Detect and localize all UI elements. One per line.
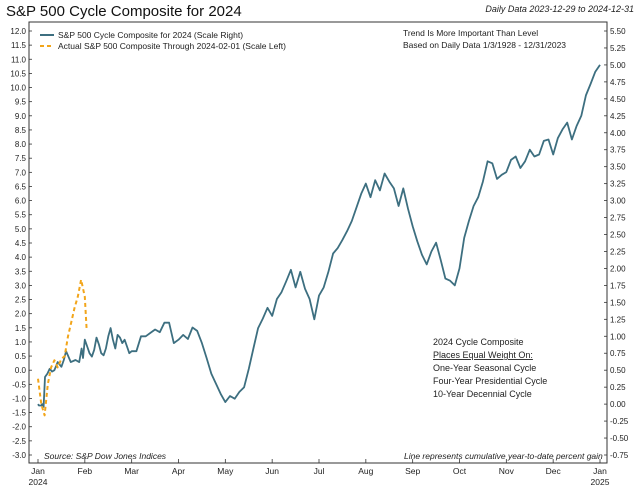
x-tick-label: Aug [358,466,373,476]
y-right-tick-label: 2.25 [610,247,626,256]
y-right-tick-label: -0.50 [610,434,629,443]
y-left-tick-label: -0.5 [12,380,26,389]
y-left-tick-label: 1.5 [15,324,27,333]
x-tick-sublabel-start: 2024 [29,477,48,487]
y-right-tick-label: -0.75 [610,451,629,460]
y-right-tick-label: 5.25 [610,44,626,53]
x-tick-label: Jan [31,466,45,476]
y-right-tick-label: 1.00 [610,332,626,341]
y-left-tick-label: 5.0 [15,225,27,234]
footnote: Line represents cumulative year-to-date … [404,451,603,461]
y-left-tick-label: 12.0 [10,27,26,36]
x-axis-ticks: Jan Feb Mar Apr May Jun Jul Aug Sep Oct Nov Dec Jan2… [29,459,610,487]
y-left-tick-label: 11.5 [11,41,27,50]
y-left-tick-label: -1.5 [12,409,26,418]
y-axis-left-ticks: 12.0 11.5 11.0 10.5 10.0 9.5 9.0 8.5 8.0 7.5 7.0 6.… [10,27,32,460]
y-left-tick-label: 1.0 [15,338,27,347]
legend-composite-label: S&P 500 Cycle Composite for 2024 (Scale … [58,30,243,40]
y-left-tick-label: -2.0 [12,423,26,432]
composite-note-sub: Places Equal Weight On: [433,350,533,360]
y-right-tick-label: 4.75 [610,78,626,87]
y-left-tick-label: -1.0 [12,394,26,403]
legend-actual-label: Actual S&P 500 Composite Through 2024-02… [58,41,286,51]
y-right-tick-label: 4.50 [610,95,626,104]
y-left-tick-label: 8.5 [15,126,27,135]
y-axis-right-ticks: 5.50 5.25 5.00 4.75 4.50 4.25 4.00 3.75 3.50 3.25… [604,27,629,460]
y-right-tick-label: 2.50 [610,231,626,240]
page-title: S&P 500 Cycle Composite for 2024 [6,3,242,20]
y-left-tick-label: 6.5 [15,182,27,191]
y-left-tick-label: 9.5 [15,98,27,107]
y-right-tick-label: 1.25 [610,315,626,324]
y-right-tick-label: 5.00 [610,61,626,70]
y-right-tick-label: 1.75 [610,281,626,290]
x-tick-label: Dec [546,466,562,476]
source-note: Source: S&P Dow Jones Indices [44,451,167,461]
y-left-tick-label: 6.0 [15,197,27,206]
series-actual-line [37,278,88,417]
y-left-tick-label: 2.5 [15,296,27,305]
y-right-tick-label: 0.25 [610,383,626,392]
y-left-tick-label: 11.0 [11,55,27,64]
y-left-tick-label: 3.0 [15,281,27,290]
legend: S&P 500 Cycle Composite for 2024 (Scale … [40,30,286,51]
y-right-tick-label: 4.00 [610,129,626,138]
x-tick-label: Jul [314,466,325,476]
trend-note-line1: Trend Is More Important Than Level [403,28,538,38]
x-tick-label: Sep [405,466,420,476]
y-right-tick-label: 3.75 [610,146,626,155]
composite-note-title: 2024 Cycle Composite [433,337,524,347]
plot-frame [28,21,608,464]
y-left-tick-label: 8.0 [15,140,27,149]
x-tick-label: Nov [499,466,515,476]
x-tick-label: Mar [124,466,139,476]
x-tick-label: Jan [593,466,607,476]
y-right-tick-label: 2.75 [610,214,626,223]
composite-note-cycle2: Four-Year Presidential Cycle [433,376,547,386]
y-right-tick-label: 3.00 [610,197,626,206]
y-right-tick-label: 0.00 [610,400,626,409]
y-right-tick-label: 0.50 [610,366,626,375]
y-left-tick-label: -2.5 [12,437,26,446]
y-right-tick-label: 0.75 [610,349,626,358]
date-range: Daily Data 2023-12-29 to 2024-12-31 [485,4,634,14]
y-left-tick-label: 7.5 [15,154,27,163]
y-left-tick-label: 0.5 [15,352,27,361]
y-right-tick-label: 1.50 [610,298,626,307]
series-composite-line [37,64,601,408]
y-left-tick-label: 3.5 [15,267,27,276]
y-left-tick-label: 10.0 [10,84,26,93]
y-left-tick-label: -3.0 [12,451,26,460]
x-tick-sublabel-end: 2025 [591,477,610,487]
x-tick-label: Oct [453,466,467,476]
y-right-tick-label: 4.25 [610,112,626,121]
y-left-tick-label: 10.5 [10,69,26,78]
x-tick-label: Apr [172,466,185,476]
y-right-tick-label: 3.50 [610,163,626,172]
y-left-tick-label: 4.5 [15,239,27,248]
composite-note-cycle3: 10-Year Decennial Cycle [433,389,532,399]
y-left-tick-label: 7.0 [15,168,27,177]
x-tick-label: May [217,466,234,476]
trend-note-line2: Based on Daily Data 1/3/1928 - 12/31/202… [403,40,566,50]
x-tick-label: Jun [265,466,279,476]
series-layer [37,64,601,417]
composite-note-cycle1: One-Year Seasonal Cycle [433,363,536,373]
y-right-tick-label: 2.00 [610,264,626,273]
y-right-tick-label: 3.25 [610,180,626,189]
y-left-tick-label: 2.0 [15,310,27,319]
x-tick-label: Feb [78,466,93,476]
y-left-tick-label: 5.5 [15,211,27,220]
y-right-tick-label: 5.50 [610,27,626,36]
y-right-tick-label: -0.25 [610,417,629,426]
y-left-tick-label: 9.0 [15,112,27,121]
y-left-tick-label: 0.0 [15,366,27,375]
y-left-tick-label: 4.0 [15,253,27,262]
